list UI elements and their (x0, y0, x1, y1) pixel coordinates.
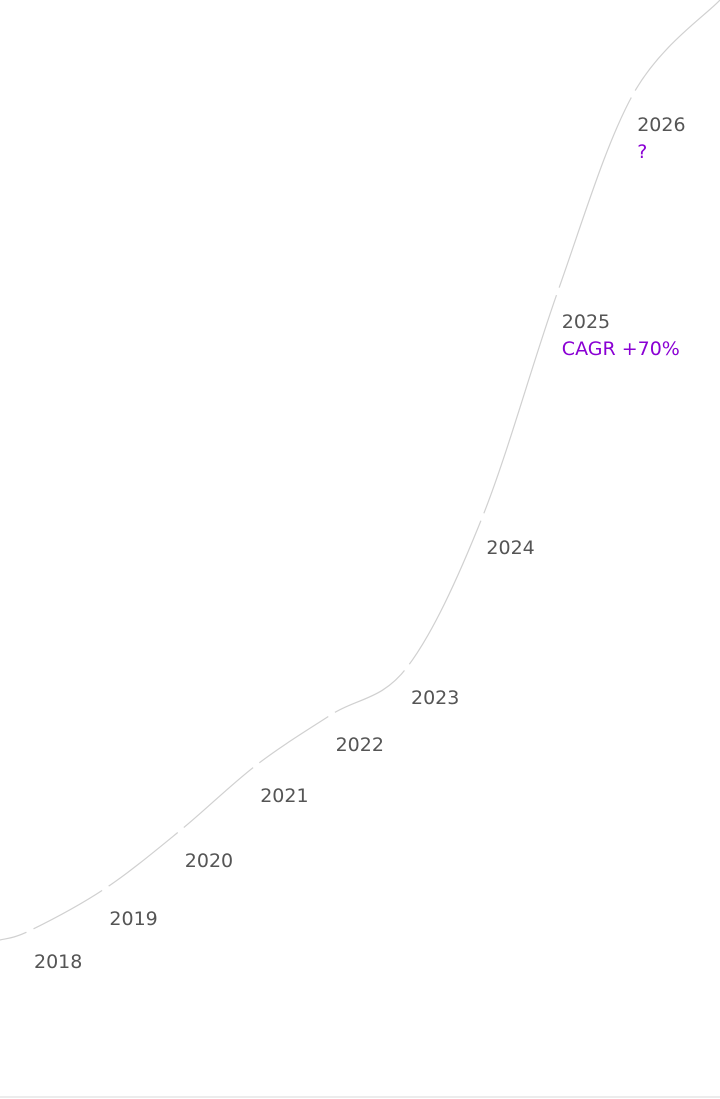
data-point-2025 (553, 287, 562, 296)
year-label: 2025 (561, 311, 611, 334)
year-label: 2021 (260, 785, 309, 808)
annotation-label: CAGR +70% (561, 338, 680, 361)
year-label: 2023 (411, 687, 460, 710)
data-point-2021 (252, 761, 261, 770)
data-point-2024 (478, 513, 487, 521)
point-label-2024: 2024 (486, 535, 534, 562)
data-point-2022 (327, 710, 336, 719)
series-line (0, 0, 720, 941)
point-label-2019: 2019 (109, 906, 157, 933)
year-label: 2024 (486, 537, 535, 559)
baseline-divider (0, 1096, 720, 1098)
year-label: 2019 (109, 908, 158, 931)
data-point-2020 (176, 826, 185, 835)
point-label-2022: 2022 (336, 732, 384, 759)
year-label: 2018 (34, 950, 83, 973)
year-label: 2026 (637, 114, 686, 136)
point-label-2025: 2025 CAGR +70% (562, 309, 680, 363)
point-label-2018: 2018 (34, 949, 82, 976)
point-label-2026: 2026? (637, 112, 685, 166)
point-label-2020: 2020 (185, 848, 233, 875)
annotation-label: ? (637, 141, 648, 163)
data-point-2026 (629, 90, 638, 98)
year-label: 2020 (184, 850, 234, 873)
year-label: 2022 (335, 734, 384, 757)
data-point-2023 (403, 663, 411, 672)
point-label-2023: 2023 (411, 685, 459, 712)
data-point-2019 (101, 884, 110, 893)
point-label-2021: 2021 (260, 783, 308, 810)
data-point-2018 (26, 926, 34, 935)
